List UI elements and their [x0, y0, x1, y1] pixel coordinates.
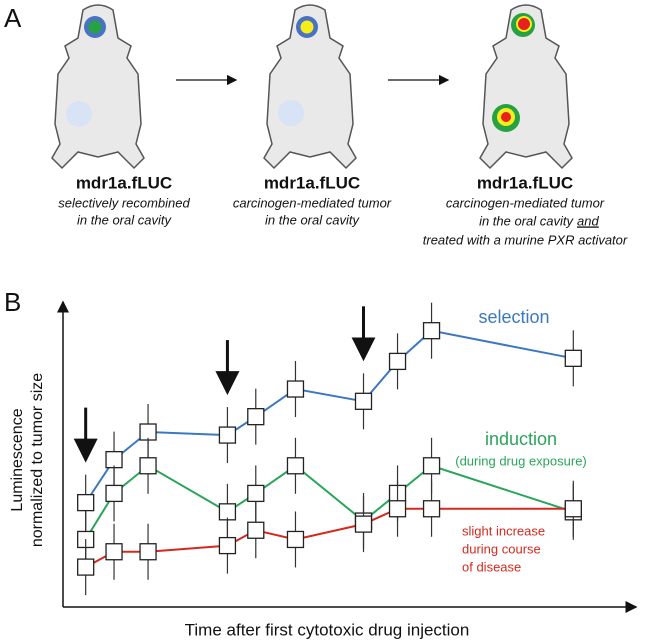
mouse-name: mdr1a.fLUC	[264, 173, 360, 192]
data-point	[422, 480, 441, 537]
caption: in the oral cavity	[265, 212, 360, 227]
point-box	[139, 457, 157, 475]
data-point	[139, 523, 157, 580]
point-box	[564, 349, 582, 367]
point-box	[422, 500, 441, 518]
data-point	[77, 539, 95, 596]
data-point	[422, 302, 441, 359]
point-box	[286, 457, 305, 475]
x-axis-label: Time after first cytotoxic drug injectio…	[185, 620, 470, 639]
series-label: (during drug exposure)	[455, 453, 587, 468]
caption: selectively recombined	[58, 195, 190, 210]
data-point	[139, 437, 157, 494]
data-point	[388, 333, 407, 390]
mouse-name: mdr1a.fLUC	[477, 173, 573, 192]
series-line	[84, 329, 574, 504]
caption-emphasis: and	[577, 213, 599, 228]
data-point	[564, 330, 582, 387]
point-box	[247, 408, 265, 426]
point-box	[564, 500, 582, 518]
point-box	[354, 392, 373, 410]
point-box	[105, 450, 123, 469]
y-axis-label: Luminescence	[9, 408, 26, 511]
data-point	[354, 496, 373, 553]
point-box	[422, 457, 441, 475]
point-box	[247, 484, 265, 503]
data-point	[105, 523, 123, 580]
mouse	[479, 4, 573, 169]
data-point	[105, 431, 123, 488]
point-box	[139, 423, 157, 441]
data-point	[388, 480, 407, 537]
series-line	[85, 507, 574, 568]
caption: carcinogen-mediated tumor	[446, 195, 605, 210]
point-box	[286, 530, 305, 549]
data-point	[247, 465, 265, 522]
caption: carcinogen-mediated tumor	[233, 195, 392, 210]
series-label: slight increase	[462, 523, 545, 538]
point-box	[105, 484, 123, 503]
point-box	[218, 426, 237, 444]
mouse-name: mdr1a.fLUC	[76, 173, 172, 192]
point-box	[218, 536, 237, 555]
mouse	[263, 4, 357, 169]
data-point	[247, 388, 265, 445]
point-box	[422, 322, 441, 340]
series-label: during course	[462, 541, 541, 556]
data-point	[286, 437, 305, 494]
point-box	[218, 503, 237, 521]
point-box	[105, 543, 123, 561]
point-box	[77, 493, 95, 512]
series-label: selection	[478, 307, 549, 327]
point-box	[354, 515, 373, 533]
series-label: induction	[485, 429, 557, 449]
y-axis-label: normalized to tumor size	[29, 373, 46, 547]
point-box	[388, 500, 407, 518]
series-line	[84, 464, 574, 540]
data-point	[286, 361, 305, 418]
point-box	[286, 380, 305, 398]
caption: treated with a murine PXR activator	[423, 232, 628, 247]
series-label: of disease	[462, 559, 521, 574]
data-point	[218, 517, 237, 574]
point-box	[388, 352, 407, 371]
panel-label: A	[4, 3, 22, 33]
caption: in the oral cavity	[77, 212, 172, 227]
point-box	[247, 521, 265, 539]
data-point	[564, 480, 582, 537]
point-box	[139, 543, 157, 561]
data-point	[139, 404, 157, 461]
caption: in the oral cavity	[479, 213, 574, 228]
panel-label: B	[4, 287, 21, 317]
point-box	[77, 558, 95, 576]
data-point	[218, 407, 237, 464]
data-point	[105, 465, 123, 522]
mouse	[51, 4, 145, 169]
data-point	[354, 373, 373, 430]
data-point	[247, 502, 265, 559]
data-point	[286, 511, 305, 568]
